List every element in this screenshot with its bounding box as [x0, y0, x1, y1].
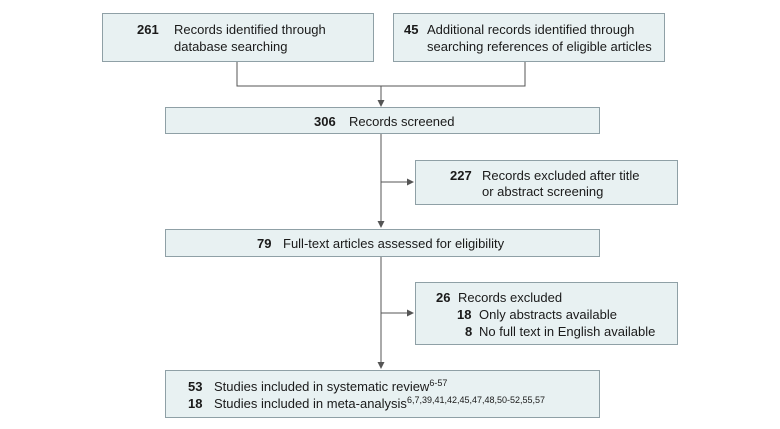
- label: Records excluded: [458, 290, 563, 305]
- fulltext-assessed-box: 79 Full-text articles assessed for eligi…: [165, 229, 600, 257]
- records-excluded-title-box: 227 Records excluded after title or abst…: [415, 160, 678, 205]
- label-line2: database searching: [174, 39, 288, 54]
- count: 79: [257, 236, 272, 251]
- count: 261: [137, 22, 159, 37]
- label-line2: searching references of eligible article…: [427, 39, 652, 54]
- reason-label: No full text in English available: [479, 324, 656, 339]
- systematic-review-label: Studies included in systematic review6-5…: [214, 378, 448, 395]
- count: 45: [404, 22, 419, 37]
- count: 26: [436, 290, 451, 305]
- count: 53: [188, 379, 203, 394]
- reason-count: 8: [465, 324, 473, 339]
- merge-connector: [236, 62, 526, 87]
- records-identified-references-box: 45 Additional records identified through…: [393, 13, 665, 62]
- records-excluded-box: 26 Records excluded 18 Only abstracts av…: [415, 282, 678, 345]
- label-line1: Records identified through: [174, 22, 326, 37]
- reference-superscript: 6-57: [429, 378, 448, 388]
- count: 227: [450, 168, 472, 183]
- reference-superscript: 6,7,39,41,42,45,47,48,50-52,55,57: [406, 395, 546, 405]
- label-line2: or abstract screening: [482, 184, 604, 199]
- meta-analysis-label: Studies included in meta-analysis6,7,39,…: [214, 395, 546, 412]
- count: 306: [314, 114, 336, 129]
- label-line1: Records excluded after title: [482, 168, 640, 183]
- studies-included-box: 53 Studies included in systematic review…: [165, 370, 600, 418]
- records-identified-database-box: 261 Records identified through database …: [102, 13, 374, 62]
- label-line1: Additional records identified through: [427, 22, 635, 37]
- label: Records screened: [349, 114, 455, 129]
- reason-count: 18: [457, 307, 472, 322]
- label: Full-text articles assessed for eligibil…: [283, 236, 505, 251]
- records-screened-box: 306 Records screened: [165, 107, 600, 134]
- reason-label: Only abstracts available: [479, 307, 618, 322]
- count: 18: [188, 396, 203, 411]
